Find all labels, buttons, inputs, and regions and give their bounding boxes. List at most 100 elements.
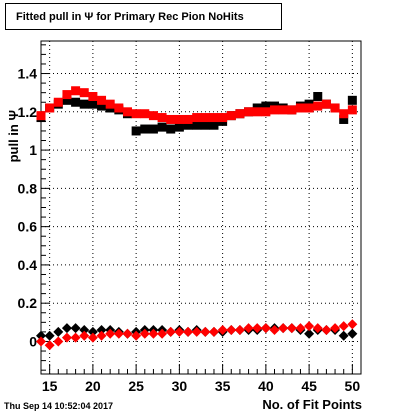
- data-point-square: [183, 120, 193, 130]
- data-point-square: [244, 107, 254, 117]
- data-point-square: [347, 95, 357, 105]
- data-point-square: [174, 122, 184, 132]
- data-point-diamond: [105, 328, 116, 339]
- data-point-diamond: [36, 336, 46, 347]
- data-point-square: [166, 124, 176, 134]
- data-point-square: [330, 103, 340, 113]
- data-point-square: [36, 111, 46, 121]
- y-tick-label: 1.2: [18, 104, 38, 120]
- x-tick-label: 25: [128, 378, 144, 394]
- data-point-diamond: [347, 319, 358, 330]
- data-point-diamond: [200, 326, 211, 337]
- data-point-square: [62, 90, 72, 100]
- data-point-diamond: [347, 328, 358, 339]
- data-point-diamond: [321, 324, 332, 335]
- data-point-diamond: [243, 323, 254, 334]
- data-point-diamond: [44, 330, 55, 341]
- data-point-square: [200, 113, 210, 123]
- data-point-square: [148, 124, 158, 134]
- data-point-square: [287, 105, 297, 115]
- data-point-square: [114, 103, 124, 113]
- data-point-diamond: [122, 328, 133, 339]
- data-point-square: [192, 113, 202, 123]
- data-point-square: [321, 99, 331, 109]
- data-point-square: [252, 107, 262, 117]
- x-tick-label: 30: [172, 378, 188, 394]
- data-point-square: [347, 105, 357, 115]
- data-point-square: [71, 97, 81, 107]
- x-tick-label: 40: [258, 378, 274, 394]
- data-point-diamond: [304, 328, 315, 339]
- data-point-diamond: [44, 340, 55, 351]
- y-tick-label: 1: [29, 142, 37, 158]
- chart-title: Fitted pull in Ψ for Primary Rec Pion No…: [16, 11, 244, 23]
- data-point-square: [218, 113, 228, 123]
- data-point-diamond: [312, 323, 323, 334]
- data-point-square: [62, 95, 72, 105]
- data-point-square: [105, 99, 115, 109]
- data-point-diamond: [208, 326, 219, 337]
- data-point-diamond: [87, 326, 98, 337]
- data-point-diamond: [148, 328, 159, 339]
- x-tick-label: 50: [345, 378, 361, 394]
- y-tick-label: 0.4: [18, 257, 38, 273]
- data-point-diamond: [139, 328, 150, 339]
- data-point-square: [131, 109, 141, 119]
- data-point-diamond: [295, 323, 306, 334]
- data-point-square: [140, 124, 150, 134]
- data-point-square: [226, 111, 236, 121]
- data-point-diamond: [96, 324, 107, 335]
- data-point-square: [209, 113, 219, 123]
- data-point-square: [88, 99, 98, 109]
- data-point-diamond: [87, 332, 98, 343]
- data-point-diamond: [278, 323, 289, 334]
- data-point-diamond: [260, 323, 271, 334]
- data-point-diamond: [131, 330, 142, 341]
- data-point-square: [97, 95, 107, 105]
- data-points: [36, 86, 358, 351]
- chart-title-box: Fitted pull in Ψ for Primary Rec Pion No…: [5, 3, 282, 30]
- data-point-diamond: [191, 326, 202, 337]
- data-point-square: [157, 113, 167, 123]
- grid-lines: [41, 41, 361, 374]
- data-point-square: [339, 114, 349, 124]
- data-point-square: [53, 97, 63, 107]
- data-point-square: [122, 107, 132, 117]
- y-axis-label: pull in Ψ: [6, 110, 21, 162]
- data-point-diamond: [269, 324, 280, 335]
- data-point-square: [131, 126, 141, 136]
- data-point-square: [174, 114, 184, 124]
- data-point-diamond: [304, 321, 315, 332]
- data-point-square: [166, 114, 176, 124]
- x-tick-label: 15: [42, 378, 58, 394]
- data-point-square: [209, 120, 219, 130]
- data-point-square: [71, 86, 81, 96]
- data-point-square: [304, 103, 314, 113]
- data-point-diamond: [217, 324, 228, 335]
- timestamp: Thu Sep 14 10:52:04 2017: [4, 401, 114, 411]
- data-point-diamond: [36, 330, 46, 341]
- data-point-square: [339, 109, 349, 119]
- data-point-square: [313, 101, 323, 111]
- data-point-diamond: [61, 323, 72, 334]
- data-point-square: [45, 103, 55, 113]
- data-point-square: [313, 92, 323, 101]
- data-point-square: [79, 99, 89, 109]
- data-point-square: [79, 88, 89, 98]
- plot-frame: [40, 40, 362, 375]
- data-point-square: [88, 92, 98, 101]
- x-axis-label: No. of Fit Points: [262, 397, 362, 412]
- data-point-diamond: [183, 326, 194, 337]
- data-point-diamond: [113, 328, 124, 339]
- data-point-diamond: [286, 323, 297, 334]
- y-tick-label: 0.8: [18, 180, 38, 196]
- data-point-diamond: [252, 323, 263, 334]
- x-tick-label: 20: [85, 378, 101, 394]
- data-point-diamond: [79, 324, 90, 335]
- y-tick-label: 1.4: [18, 66, 38, 82]
- data-point-square: [97, 101, 107, 111]
- data-point-square: [157, 122, 167, 132]
- data-point-square: [235, 109, 245, 119]
- data-point-diamond: [338, 330, 349, 341]
- data-point-diamond: [226, 324, 237, 335]
